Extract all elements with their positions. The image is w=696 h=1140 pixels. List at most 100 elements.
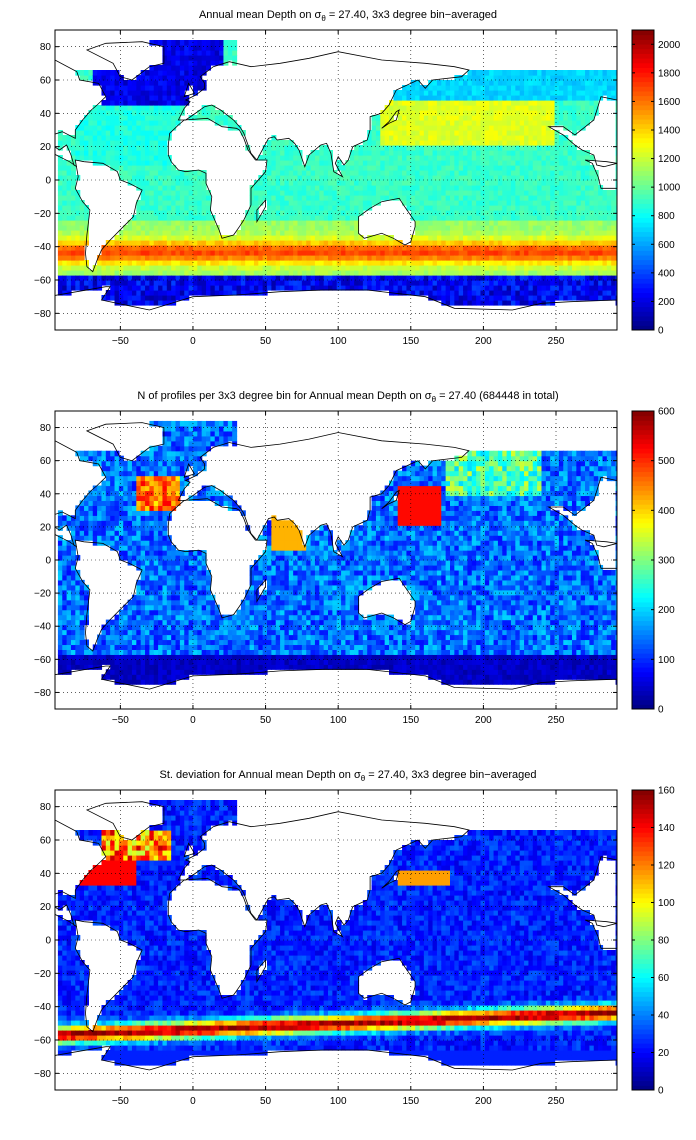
heatmap-cell (441, 90, 447, 96)
heatmap-cell (101, 150, 107, 156)
heatmap-cell (280, 255, 286, 261)
heatmap-cell (101, 120, 107, 126)
heatmap-cell (66, 515, 72, 521)
heatmap-cell (606, 85, 612, 91)
heatmap-cell (454, 155, 460, 161)
heatmap-cell (131, 90, 137, 96)
heatmap-cell (493, 275, 499, 281)
heatmap-cell (158, 135, 164, 141)
heatmap-cell (280, 280, 286, 286)
heatmap-cell (367, 150, 373, 156)
heatmap-cell (232, 285, 238, 291)
heatmap-cell (537, 295, 543, 301)
heatmap-cell (249, 225, 255, 231)
heatmap-cell (79, 530, 85, 536)
colorbar-segment (632, 222, 654, 228)
heatmap-cell (397, 190, 403, 196)
heatmap-cell (402, 255, 408, 261)
heatmap-cell (345, 265, 351, 271)
heatmap-cell (284, 160, 290, 166)
heatmap-cell (510, 190, 516, 196)
heatmap-cell (149, 110, 155, 116)
heatmap-cell (467, 235, 473, 241)
heatmap-cell (284, 180, 290, 186)
heatmap-cell (397, 140, 403, 146)
heatmap-cell (563, 100, 569, 106)
heatmap-cell (262, 235, 268, 241)
heatmap-cell (476, 290, 482, 296)
colorbar-segment (632, 81, 654, 87)
heatmap-cell (506, 200, 512, 206)
heatmap-cell (145, 190, 150, 196)
heatmap-cell (70, 604, 76, 611)
heatmap-cell (271, 205, 277, 211)
heatmap-cell (153, 155, 159, 161)
heatmap-cell (410, 85, 416, 91)
heatmap-cell (127, 245, 133, 251)
heatmap-cell (162, 290, 168, 296)
heatmap-cell (480, 285, 486, 291)
heatmap-cell (458, 115, 464, 121)
heatmap-cell (471, 175, 477, 181)
heatmap-cell (362, 280, 368, 286)
heatmap-cell (545, 240, 551, 246)
heatmap-cell (84, 589, 89, 596)
heatmap-cell (210, 220, 216, 226)
heatmap-cell (162, 285, 168, 291)
heatmap-cell (136, 85, 142, 91)
heatmap-cell (463, 165, 469, 171)
heatmap-cell (524, 185, 530, 191)
heatmap-cell (84, 130, 89, 136)
heatmap-cell (571, 185, 577, 191)
heatmap-cell (545, 250, 551, 256)
heatmap-cell (471, 210, 477, 216)
heatmap-cell (175, 50, 181, 56)
heatmap-cell (397, 150, 403, 156)
heatmap-cell (484, 90, 490, 96)
heatmap-cell (179, 220, 185, 226)
heatmap-cell (410, 255, 416, 261)
heatmap-cell (210, 245, 216, 251)
heatmap-cell (131, 245, 137, 251)
heatmap-cell (493, 195, 499, 201)
heatmap-cell (153, 230, 159, 236)
heatmap-cell (467, 85, 473, 91)
heatmap-cell (70, 530, 76, 536)
heatmap-cell (384, 265, 390, 271)
heatmap-cell (423, 185, 429, 191)
heatmap-cell (131, 165, 137, 171)
heatmap-cell (541, 190, 547, 196)
heatmap-cell (70, 215, 76, 221)
heatmap-cell (118, 250, 124, 256)
heatmap-cell (545, 235, 551, 241)
heatmap-cell (123, 235, 129, 241)
heatmap-cell (192, 190, 198, 196)
heatmap-cell (140, 130, 146, 136)
coastline (547, 96, 617, 168)
heatmap-cell (184, 50, 190, 56)
heatmap-cell (406, 125, 412, 131)
heatmap-cell (57, 515, 63, 521)
heatmap-cell (79, 135, 85, 141)
heatmap-cell (502, 165, 508, 171)
heatmap-cell (585, 235, 591, 241)
colorbar-tick-label: 1600 (658, 97, 681, 108)
heatmap-cell (345, 225, 351, 231)
heatmap-cell (306, 220, 312, 226)
heatmap-cell (101, 275, 107, 281)
heatmap-cell (506, 290, 512, 296)
heatmap-cell (510, 150, 516, 156)
heatmap-cell (489, 140, 495, 146)
heatmap-cell (328, 235, 333, 241)
heatmap-cell (402, 95, 408, 101)
heatmap-cell (57, 130, 63, 136)
heatmap-cell (510, 260, 516, 266)
heatmap-cell (375, 180, 381, 186)
heatmap-cell (131, 115, 137, 121)
heatmap-cell (436, 260, 442, 266)
y-tick-label: 0 (45, 176, 51, 187)
heatmap-cell (249, 210, 255, 216)
heatmap-cell (140, 290, 146, 296)
heatmap-cell (545, 165, 551, 171)
heatmap-cell (131, 230, 137, 236)
